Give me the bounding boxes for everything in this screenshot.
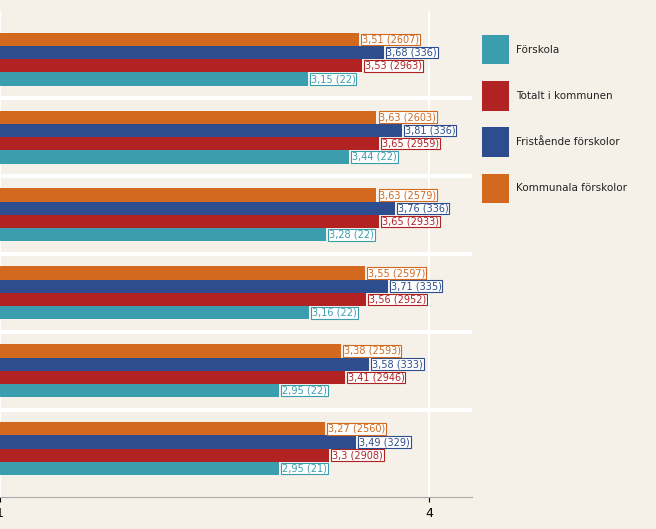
Bar bbox=[0, 449, 329, 462]
Bar bbox=[482, 174, 509, 203]
Text: 3,28 (22): 3,28 (22) bbox=[329, 230, 374, 240]
Bar bbox=[0, 59, 362, 72]
Bar bbox=[0, 150, 349, 163]
Bar bbox=[0, 46, 384, 59]
Text: 3,15 (22): 3,15 (22) bbox=[310, 74, 356, 84]
Text: 2,95 (22): 2,95 (22) bbox=[282, 386, 327, 396]
Text: 3,65 (2933): 3,65 (2933) bbox=[382, 216, 439, 226]
Text: 3,56 (2952): 3,56 (2952) bbox=[369, 295, 426, 305]
Bar bbox=[0, 358, 369, 371]
Bar bbox=[0, 306, 309, 320]
Bar bbox=[0, 371, 345, 384]
Bar bbox=[0, 111, 377, 124]
Text: 3,58 (333): 3,58 (333) bbox=[372, 359, 423, 369]
Bar bbox=[0, 280, 388, 293]
Bar bbox=[0, 462, 279, 475]
Text: Förskola: Förskola bbox=[516, 44, 560, 54]
Text: 3,63 (2579): 3,63 (2579) bbox=[379, 190, 436, 200]
Text: Kommunala förskolor: Kommunala förskolor bbox=[516, 184, 627, 194]
Text: Totalt i kommunen: Totalt i kommunen bbox=[516, 91, 613, 101]
Text: 3,76 (336): 3,76 (336) bbox=[398, 203, 449, 213]
Text: 3,65 (2959): 3,65 (2959) bbox=[382, 139, 440, 149]
Text: Fristående förskolor: Fristående förskolor bbox=[516, 137, 620, 147]
Bar bbox=[0, 384, 279, 397]
Text: 3,16 (22): 3,16 (22) bbox=[312, 308, 357, 318]
Text: 2,95 (21): 2,95 (21) bbox=[282, 463, 327, 473]
Bar bbox=[0, 344, 340, 358]
Text: 3,68 (336): 3,68 (336) bbox=[386, 48, 437, 58]
Bar bbox=[0, 435, 356, 449]
Bar bbox=[482, 81, 509, 111]
Text: 3,71 (335): 3,71 (335) bbox=[391, 281, 441, 291]
Text: 3,38 (2593): 3,38 (2593) bbox=[344, 346, 401, 356]
Bar bbox=[0, 124, 402, 137]
Bar bbox=[0, 267, 365, 280]
Text: 3,3 (2908): 3,3 (2908) bbox=[332, 450, 383, 460]
Text: 3,63 (2603): 3,63 (2603) bbox=[379, 112, 436, 122]
Text: 3,53 (2963): 3,53 (2963) bbox=[365, 61, 422, 71]
Bar bbox=[482, 127, 509, 157]
Text: 3,27 (2560): 3,27 (2560) bbox=[328, 424, 385, 434]
Bar bbox=[0, 228, 326, 241]
Bar bbox=[0, 33, 359, 46]
Bar bbox=[482, 35, 509, 65]
Bar bbox=[0, 72, 308, 86]
Bar bbox=[0, 422, 325, 435]
Text: 3,55 (2597): 3,55 (2597) bbox=[368, 268, 425, 278]
Bar bbox=[0, 215, 379, 228]
Text: 3,51 (2607): 3,51 (2607) bbox=[362, 34, 419, 44]
Text: 3,44 (22): 3,44 (22) bbox=[352, 152, 397, 162]
Bar bbox=[0, 293, 367, 306]
Bar bbox=[0, 137, 379, 150]
Bar bbox=[0, 188, 377, 202]
Text: 3,81 (336): 3,81 (336) bbox=[405, 125, 456, 135]
Bar bbox=[0, 202, 395, 215]
Text: 3,49 (329): 3,49 (329) bbox=[359, 437, 410, 447]
Text: 3,41 (2946): 3,41 (2946) bbox=[348, 372, 405, 382]
